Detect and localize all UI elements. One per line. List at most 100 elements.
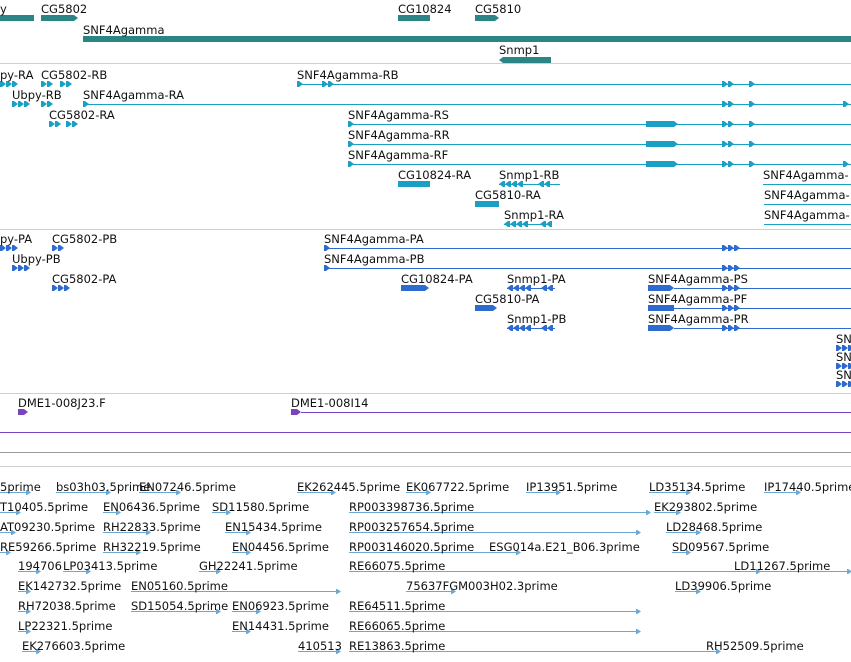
est-label[interactable]: T10405.5prime <box>0 500 89 514</box>
transcript-label[interactable]: SNF4Agamma-RR <box>348 128 450 142</box>
est-label[interactable]: RE66065.5prime <box>349 619 446 633</box>
est-label[interactable]: RE66075.5prime <box>349 559 446 573</box>
est-label[interactable]: EN05160.5prime <box>131 579 228 593</box>
est-label[interactable]: EN04456.5prime <box>232 540 329 554</box>
est-label[interactable]: ESG014a.E21_B06.3prime <box>489 540 640 554</box>
est-label[interactable]: LD39906.5prime <box>675 579 772 593</box>
est-label[interactable]: EK276603.5prime <box>22 639 126 653</box>
transcript-label[interactable]: SNF4Agamma-RA <box>83 88 185 102</box>
exon-chevron <box>499 181 505 187</box>
protein-label[interactable]: SN <box>836 368 851 382</box>
est-label[interactable]: LD28468.5prime <box>666 520 763 534</box>
protein-label[interactable]: Ubpy-PB <box>12 252 61 266</box>
gene-feature <box>499 57 551 63</box>
est-label[interactable]: RE59266.5prime <box>0 540 97 554</box>
est-label[interactable]: EK142732.5prime <box>18 579 122 593</box>
gene-label-y[interactable]: y <box>0 2 7 16</box>
est-label[interactable]: RP003146020.5prime <box>349 540 475 554</box>
transcript-label[interactable]: Snmp1-RA <box>504 208 564 222</box>
est-arrow <box>646 510 651 515</box>
exon-chevron <box>728 305 734 311</box>
est-label[interactable]: RH52509.5prime <box>706 639 804 653</box>
gene-label-cg5810[interactable]: CG5810 <box>475 2 522 16</box>
est-label[interactable]: bs03h03.5prime <box>56 480 151 494</box>
est-label[interactable]: SD11580.5prime <box>212 500 310 514</box>
est-label[interactable]: SD15054.5prime <box>131 599 229 613</box>
transcript-label[interactable]: CG5810-RA <box>475 188 541 202</box>
est-label[interactable]: 410513 <box>298 639 342 653</box>
exon-chevron <box>66 81 72 87</box>
transcript-label[interactable]: SNF4Agamma- <box>764 208 850 222</box>
exon-chevron <box>728 161 734 167</box>
est-label[interactable]: 75637FGM003H02.3prime <box>406 579 558 593</box>
gene-label-snmp1[interactable]: Snmp1 <box>499 43 540 57</box>
exon-chevron <box>734 305 740 311</box>
protein-label[interactable]: CG5802-PA <box>52 272 117 286</box>
protein-label[interactable]: CG5810-PA <box>475 292 540 306</box>
est-label[interactable]: IP17440.5prime <box>764 480 851 494</box>
est-label[interactable]: 5prime <box>0 480 41 494</box>
transcript-label[interactable]: py-RA <box>0 68 34 82</box>
transcript-label[interactable]: CG5802-RA <box>49 108 115 122</box>
exon-chevron <box>507 325 513 331</box>
protein-label[interactable]: py-PA <box>0 232 33 246</box>
est-label[interactable]: LP22321.5prime <box>18 619 113 633</box>
est-label[interactable]: GH22241.5prime <box>199 559 298 573</box>
transcript-label[interactable]: Ubpy-RB <box>12 88 62 102</box>
est-label[interactable]: EK067722.5prime <box>406 480 510 494</box>
est-label[interactable]: RE64511.5prime <box>349 599 446 613</box>
clone-label[interactable]: DME1-008J23.F <box>18 396 106 410</box>
exon-chevron <box>41 101 47 107</box>
transcript-label[interactable]: SNF4Agamma-RS <box>348 108 449 122</box>
est-label[interactable]: EN14431.5prime <box>232 619 329 633</box>
est-label[interactable]: EK262445.5prime <box>297 480 401 494</box>
est-label[interactable]: SD09567.5prime <box>672 540 770 554</box>
est-label[interactable]: RP003257654.5prime <box>349 520 475 534</box>
exon-chevron <box>547 285 553 291</box>
protein-label[interactable]: Snmp1-PB <box>507 312 567 326</box>
gene-label-cg5802[interactable]: CG5802 <box>41 2 88 16</box>
gene-feature <box>475 15 499 21</box>
protein-label[interactable]: SNF4Agamma-PR <box>648 312 749 326</box>
transcript-label[interactable]: SNF4Agamma-RF <box>348 148 449 162</box>
protein-label[interactable]: Snmp1-PA <box>507 272 566 286</box>
gene-label-cg10824[interactable]: CG10824 <box>398 2 452 16</box>
transcript-label[interactable]: SNF4Agamma- <box>763 168 849 182</box>
exon-chevron <box>522 221 528 227</box>
protein-label[interactable]: SN <box>836 332 851 346</box>
transcript-label[interactable]: Snmp1-RB <box>499 168 560 182</box>
est-label[interactable]: RH32219.5prime <box>103 540 201 554</box>
est-label[interactable]: LD35134.5prime <box>649 480 746 494</box>
est-label[interactable]: LD11267.5prime <box>734 559 831 573</box>
transcript-label[interactable]: SNF4Agamma- <box>764 188 850 202</box>
transcript-label[interactable]: CG5802-RB <box>41 68 108 82</box>
est-label[interactable]: 194706 <box>18 559 62 573</box>
protein-label[interactable]: CG5802-PB <box>52 232 118 246</box>
est-label[interactable]: RP003398736.5prime <box>349 500 475 514</box>
protein-label[interactable]: CG10824-PA <box>401 272 473 286</box>
protein-label[interactable]: SNF4Agamma-PB <box>324 252 425 266</box>
protein-label[interactable]: SNF4Agamma-PS <box>648 272 748 286</box>
protein-label[interactable]: SN <box>836 350 851 364</box>
exon-chevron <box>0 245 6 251</box>
est-label[interactable]: IP13951.5prime <box>526 480 618 494</box>
est-label[interactable]: EN06436.5prime <box>103 500 200 514</box>
transcript-label[interactable]: SNF4Agamma-RB <box>297 68 399 82</box>
est-arrow <box>36 649 41 654</box>
est-label[interactable]: RH22833.5prime <box>103 520 201 534</box>
est-label[interactable]: EN07246.5prime <box>139 480 236 494</box>
est-label[interactable]: EN15434.5prime <box>225 520 322 534</box>
est-label[interactable]: EN06923.5prime <box>232 599 329 613</box>
est-arrow <box>756 569 761 574</box>
clone-label[interactable]: DME1-008I14 <box>291 396 369 410</box>
est-label[interactable]: RE13863.5prime <box>349 639 446 653</box>
protein-label[interactable]: SNF4Agamma-PA <box>324 232 424 246</box>
est-label[interactable]: LP03413.5prime <box>63 559 158 573</box>
est-arrow <box>216 609 221 614</box>
est-label[interactable]: AT09230.5prime <box>0 520 96 534</box>
est-label[interactable]: EK293802.5prime <box>654 500 758 514</box>
protein-label[interactable]: SNF4Agamma-PF <box>648 292 748 306</box>
gene-label-snf4agamma[interactable]: SNF4Agamma <box>83 23 165 37</box>
est-label[interactable]: RH72038.5prime <box>18 599 116 613</box>
transcript-label[interactable]: CG10824-RA <box>398 168 472 182</box>
